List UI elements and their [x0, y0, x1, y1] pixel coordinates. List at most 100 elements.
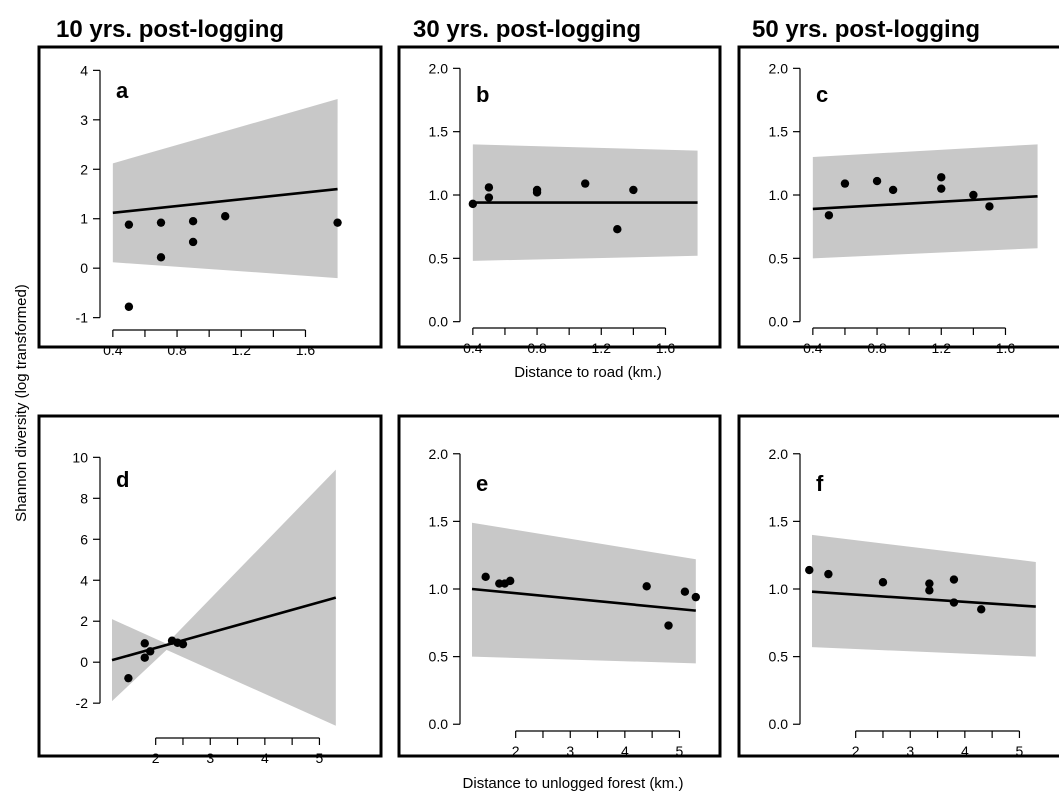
panel-e-y-tick-label: 1.0 [429, 581, 449, 597]
panel-a-data-point [124, 302, 134, 311]
panel-f-data-point [824, 569, 833, 579]
panel-f-data-point [977, 605, 986, 614]
panel-a-data-point [124, 220, 134, 229]
panel-e-x-tick-label: 4 [621, 743, 629, 759]
panel-d-y-tick-label: 0 [80, 654, 88, 670]
panel-d-x-tick-label: 3 [206, 750, 214, 766]
panel-e-confidence-band [472, 522, 696, 664]
panel-d-y-tick-label: 10 [72, 449, 88, 465]
panel-d-x-tick-label: 4 [261, 750, 269, 766]
panel-c-x-tick-label: 1.6 [996, 340, 1016, 356]
panel-b-data-point [613, 225, 622, 234]
panel-d-data-point [146, 647, 155, 656]
panel-e-data-point [506, 576, 515, 586]
panel-e-letter: e [476, 471, 488, 496]
panel-f-y-tick-label: 1.5 [769, 513, 789, 529]
panel-f-fit-line [811, 590, 1036, 608]
panel-b-data-point [484, 193, 494, 202]
panel-c-data-point [985, 202, 994, 211]
panel-a-y-tick-label: 0 [80, 260, 88, 276]
panel-b-y-tick-label: 0.5 [429, 250, 449, 266]
panel-a-data-point [188, 237, 198, 247]
panel-d-y-tick-label: 6 [80, 531, 88, 547]
panel-e-fit-line [471, 587, 696, 612]
panel-f-y-tick-label: 1.0 [769, 581, 789, 597]
panel-e-y-tick-label: 2.0 [429, 446, 449, 462]
panel-a-data-point [156, 253, 166, 262]
panel-f: 0.0 0.5 1.0 1.5 2.0 2 3 4 5 f [769, 446, 1036, 759]
column-title-1: 10 yrs. post-logging [56, 16, 284, 43]
panel-a-letter: a [116, 78, 129, 103]
panel-d-y-tick-label: 8 [80, 490, 88, 506]
panel-b-data-point [532, 188, 542, 197]
panel-c-fit-line [812, 194, 1038, 211]
panel-a: -1 0 1 2 3 4 0.4 0.8 1.2 1.6 a [76, 62, 342, 358]
panel-f-confidence-band [812, 534, 1036, 657]
panel-d-confidence-band [112, 469, 336, 726]
panel-e: 0.0 0.5 1.0 1.5 2.0 2 3 4 5 e [429, 446, 701, 759]
panel-a-x-tick-label: 0.4 [103, 342, 123, 358]
panel-a-x-tick-label: 0.8 [167, 342, 187, 358]
panel-f-data-point [925, 586, 934, 595]
panel-e-data-point [481, 572, 490, 582]
panel-d-y-tick-label: 4 [80, 572, 88, 588]
panel-b-x-tick-label: 1.6 [656, 340, 676, 356]
panel-b-data-point [468, 199, 478, 209]
panel-d: -2 0 2 4 6 8 10 2 3 4 5 d [72, 449, 337, 766]
panel-a-y-tick-label: 1 [80, 211, 88, 227]
panel-c-data-point [937, 184, 946, 193]
panel-e-data-point [642, 582, 651, 591]
panel-c-letter: c [816, 82, 828, 107]
panel-c-y-tick-label: 2.0 [769, 60, 789, 76]
panel-e-x-tick-label: 5 [676, 743, 684, 759]
panel-b-x-tick-label: 0.4 [463, 340, 483, 356]
panel-b-x-tick-label: 0.8 [527, 340, 547, 356]
panel-a-y-tick-label: 2 [80, 161, 88, 177]
panel-a-fit-line [112, 187, 338, 215]
panel-c-data-point [840, 179, 850, 188]
panel-a-confidence-band [112, 99, 338, 279]
panel-e-x-tick-label: 3 [566, 743, 574, 759]
panel-e-data-point [664, 621, 673, 630]
column-title-3: 50 yrs. post-logging [752, 16, 980, 43]
panel-b-y-tick-label: 2.0 [429, 60, 449, 76]
panel-d-x-tick-label: 5 [316, 750, 324, 766]
panel-a-data-point [221, 212, 230, 221]
panel-b-y-tick-label: 1.0 [429, 187, 449, 203]
panel-c-y-tick-label: 0.5 [769, 250, 789, 266]
panel-f-data-point [805, 565, 814, 575]
panel-f-y-tick-label: 0.5 [769, 649, 789, 665]
panel-c-y-tick-label: 1.0 [769, 187, 789, 203]
panel-a-data-point [333, 218, 342, 227]
panel-c-y-tick-label: 0.0 [769, 314, 789, 330]
panel-f-x-tick-label: 3 [906, 743, 914, 759]
panel-e-x-tick-label: 2 [512, 743, 520, 759]
panel-a-y-tick-label: -1 [76, 310, 89, 326]
panel-f-data-point [949, 598, 959, 607]
panel-a-x-tick-label: 1.2 [232, 342, 252, 358]
panel-e-y-tick-label: 0.0 [429, 716, 449, 732]
panel-d-data-point [124, 673, 133, 683]
panel-c-x-tick-label: 1.2 [932, 340, 952, 356]
column-title-2: 30 yrs. post-logging [413, 16, 641, 43]
panel-b-data-point [581, 179, 590, 188]
panel-f-x-tick-label: 4 [961, 743, 969, 759]
panel-a-y-tick-label: 3 [80, 112, 88, 128]
panel-e-data-point [691, 592, 701, 602]
panel-d-data-point [140, 653, 149, 662]
y-axis-label: Shannon diversity (log transformed) [13, 284, 30, 522]
panel-c-data-point [824, 211, 834, 220]
x-axis-label-2: Distance to unlogged forest (km.) [463, 775, 684, 792]
panel-f-x-tick-label: 5 [1016, 743, 1024, 759]
panel-f-data-point [949, 575, 959, 584]
x-axis-label-1: Distance to road (km.) [514, 364, 662, 381]
panel-d-y-tick-label: -2 [76, 695, 89, 711]
panel-b: 0.0 0.5 1.0 1.5 2.0 0.4 0.8 1.2 1.6 b [429, 60, 698, 356]
panel-d-letter: d [116, 467, 129, 492]
panel-d-data-point [178, 639, 188, 649]
panel-b-y-tick-label: 1.5 [429, 124, 449, 140]
panel-f-data-point [878, 578, 888, 587]
panel-f-x-tick-label: 2 [852, 743, 860, 759]
panel-f-y-tick-label: 0.0 [769, 716, 789, 732]
